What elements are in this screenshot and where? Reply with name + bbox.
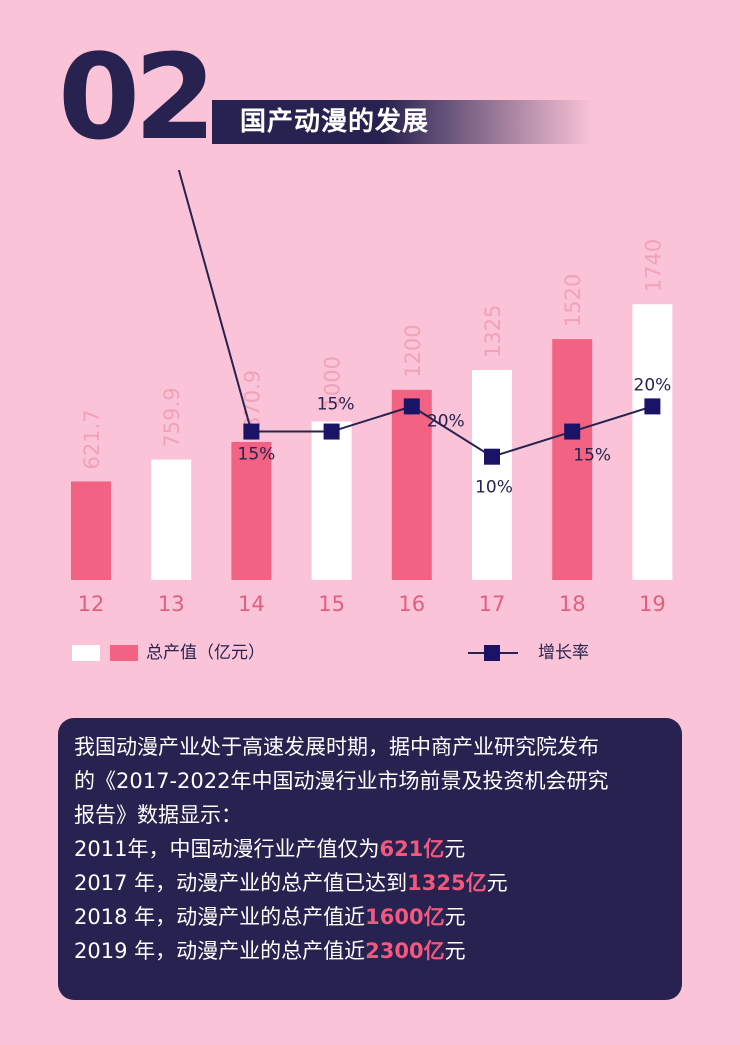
- bar: [311, 421, 352, 580]
- bar: [231, 441, 272, 580]
- stat-suffix: 元: [444, 905, 466, 929]
- info-box: 我国动漫产业处于高速发展时期，据中商产业研究院发布 的《2017-2022年中国…: [58, 718, 682, 1000]
- x-tick-label: 12: [78, 592, 105, 616]
- stat-line: 2011年，中国动漫行业产值仅为621亿元: [74, 832, 666, 866]
- growth-marker: [484, 448, 500, 465]
- stat-line: 2018 年，动漫产业的总产值近1600亿元: [74, 900, 666, 934]
- bar: [632, 304, 673, 580]
- growth-marker: [323, 423, 340, 440]
- growth-marker: [564, 423, 581, 440]
- bar: [472, 369, 512, 580]
- legend-marker-swatch: [484, 645, 500, 661]
- bar-value-label: 1520: [561, 274, 585, 327]
- legend-label-growth: 增长率: [538, 643, 589, 663]
- growth-label: 15%: [238, 445, 276, 465]
- stat-value: 1325亿: [407, 871, 487, 895]
- intro-line: 报告》数据显示：: [74, 803, 242, 827]
- stat-prefix: 2017 年，动漫产业的总产值已达到: [74, 871, 408, 895]
- growth-marker: [243, 423, 260, 440]
- growth-label: 10%: [475, 478, 513, 498]
- bar: [552, 339, 593, 580]
- combo-chart: 621.7 12 759.9 13 870.9 14 1000 15 1200 16 1325 17 1…: [71, 170, 673, 616]
- stat-value: 1600亿: [365, 905, 445, 929]
- x-tick-label: 17: [479, 592, 506, 616]
- stat-prefix: 2019 年，动漫产业的总产值近: [74, 939, 366, 963]
- growth-label: 15%: [317, 395, 355, 415]
- legend-label-output: 总产值（亿元）: [146, 643, 265, 663]
- x-tick-label: 18: [559, 592, 586, 616]
- stat-line: 2019 年，动漫产业的总产值近2300亿元: [74, 934, 666, 968]
- page-title: 国产动漫的发展: [240, 107, 430, 137]
- header: 02 国产动漫的发展: [0, 0, 740, 170]
- bar-value-label: 870.9: [240, 370, 264, 430]
- legend-swatch-white: [72, 645, 100, 661]
- section-number: 02: [58, 28, 216, 166]
- stat-suffix: 元: [444, 837, 466, 861]
- bar: [71, 481, 111, 580]
- stat-line: 2017 年，动漫产业的总产值已达到1325亿元: [74, 866, 666, 900]
- intro-line: 的《2017-2022年中国动漫行业市场前景及投资机会研究: [74, 769, 609, 793]
- x-tick-label: 16: [398, 592, 425, 616]
- stat-value: 621亿: [379, 837, 445, 861]
- growth-marker: [403, 398, 420, 415]
- title-bar: [212, 100, 592, 144]
- x-tick-label: 13: [158, 592, 185, 616]
- growth-label: 15%: [573, 446, 611, 466]
- bar: [151, 459, 192, 580]
- stat-suffix: 元: [486, 871, 508, 895]
- legend-swatch-pink: [110, 645, 138, 661]
- growth-label: 20%: [427, 411, 465, 431]
- intro-line: 我国动漫产业处于高速发展时期，据中商产业研究院发布: [74, 735, 599, 759]
- bar-value-label: 1200: [401, 324, 425, 377]
- bar-value-label: 1000: [321, 356, 345, 409]
- legend: 总产值（亿元） 增长率: [0, 636, 740, 672]
- bar-value-label: 1325: [481, 305, 505, 358]
- stat-suffix: 元: [444, 939, 466, 963]
- x-tick-label: 19: [639, 592, 666, 616]
- x-tick-label: 15: [318, 592, 345, 616]
- bar-value-label: 1740: [641, 239, 665, 292]
- growth-label: 20%: [634, 375, 672, 395]
- bar-value-label: 759.9: [160, 387, 184, 447]
- bar-value-label: 621.7: [80, 409, 104, 469]
- stat-value: 2300亿: [365, 939, 445, 963]
- stat-prefix: 2018 年，动漫产业的总产值近: [74, 905, 366, 929]
- x-tick-label: 14: [238, 592, 265, 616]
- bar: [391, 389, 432, 580]
- growth-marker: [644, 398, 661, 415]
- stat-prefix: 2011年，中国动漫行业产值仅为: [74, 837, 380, 861]
